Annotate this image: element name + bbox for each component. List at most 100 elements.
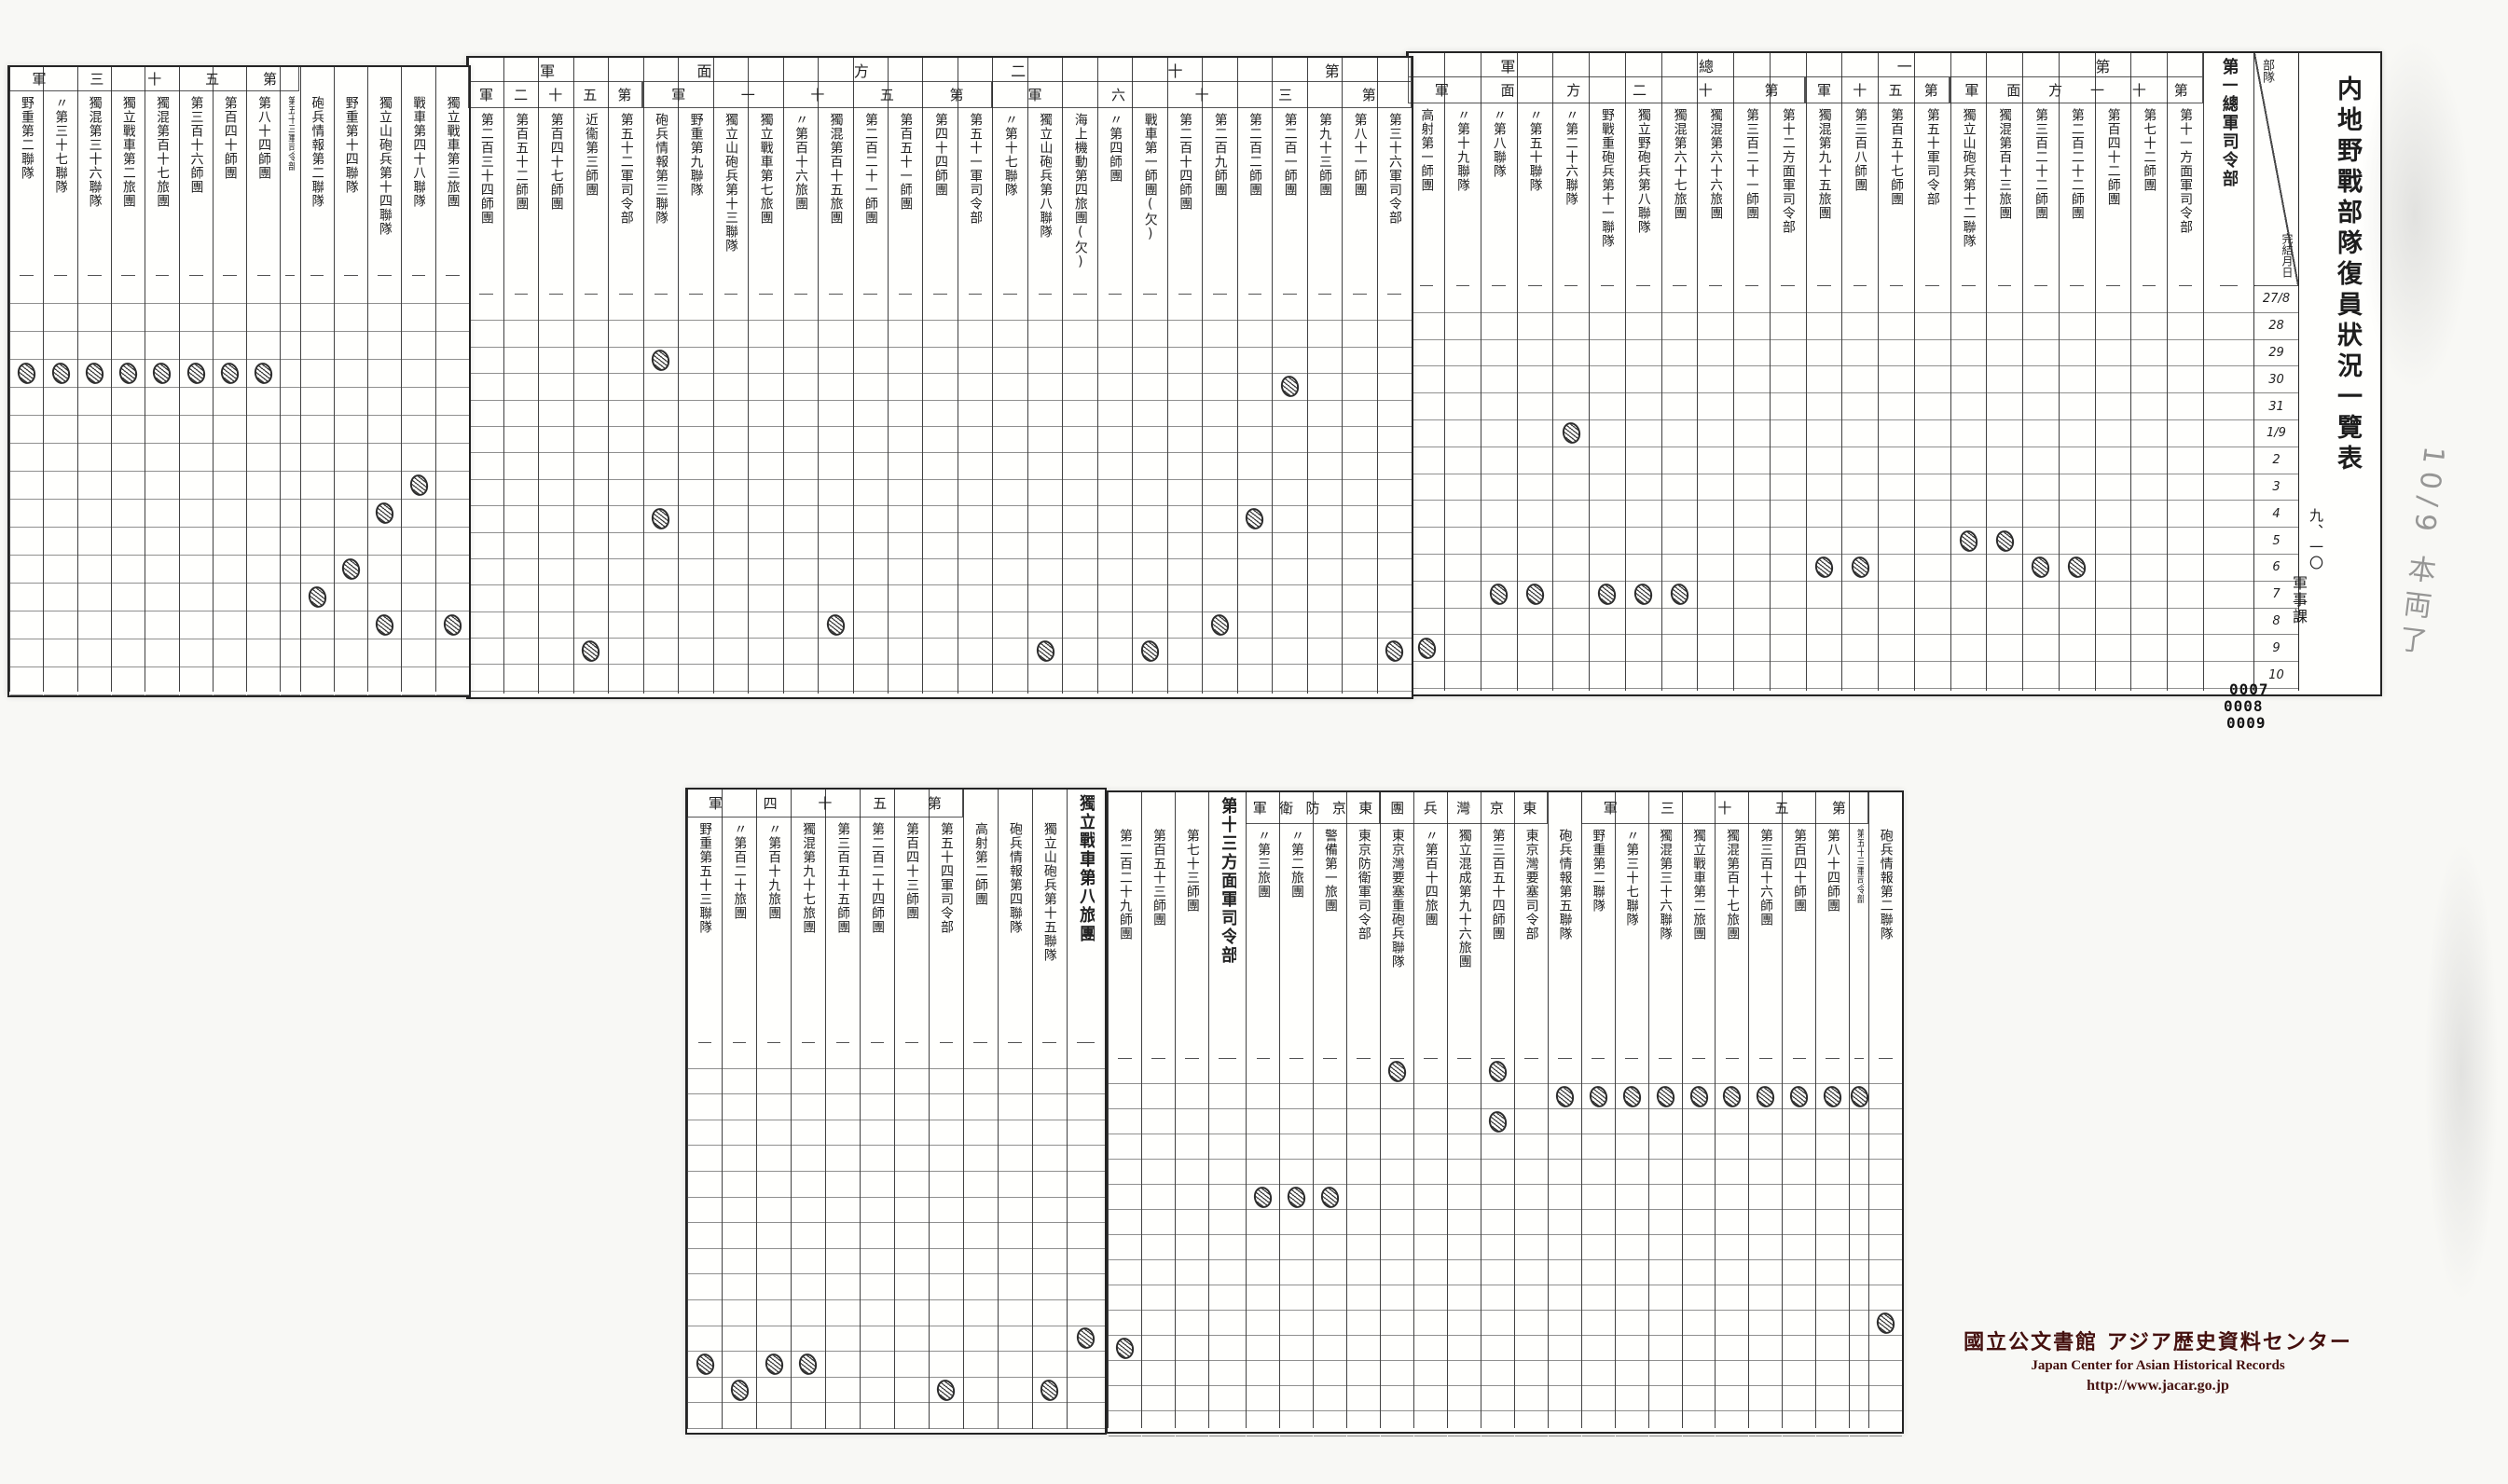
band-space (895, 790, 929, 818)
table-cell (1481, 1160, 1514, 1185)
table-cell (1314, 1084, 1347, 1109)
table-cell (1343, 321, 1377, 348)
table-cell (1987, 474, 2022, 502)
table-cell (2095, 286, 2131, 313)
unit-name: 第二百二十九師團 (1118, 824, 1133, 1059)
table-cell (1381, 1260, 1414, 1285)
table-cell (2095, 313, 2131, 340)
table-cell (993, 612, 1027, 639)
unit-name: 高射第一師團 (1419, 103, 1434, 286)
table-cell (1749, 1083, 1783, 1109)
table-cell (643, 348, 679, 375)
table-cell (1314, 1336, 1347, 1361)
table-cell (1625, 662, 1661, 689)
table-cell (1203, 506, 1237, 533)
table-cell (1409, 313, 1444, 340)
table-cell (853, 612, 888, 639)
table-cell (1133, 374, 1167, 401)
table-cell (44, 639, 77, 667)
band-space (1381, 792, 1413, 824)
completion-mark (1957, 528, 1980, 554)
table-cell (44, 611, 77, 639)
unit-column: 砲兵情報第五聯隊 (1547, 792, 1581, 1436)
table-cell (1063, 665, 1097, 692)
table-cell (1698, 555, 1733, 582)
table-cell (1273, 559, 1307, 586)
table-cell (1063, 612, 1097, 639)
table-cell (1203, 559, 1237, 586)
table-cell (860, 1043, 894, 1069)
table-cell (1648, 1386, 1682, 1411)
table-cell (1176, 1260, 1209, 1285)
table-cell (145, 304, 179, 332)
table-cell (1783, 1210, 1816, 1235)
table-cell (1445, 313, 1481, 340)
completion-mark (1620, 1083, 1644, 1109)
table-cell (1176, 1134, 1209, 1160)
band-space (723, 790, 756, 818)
table-cell (1381, 1361, 1414, 1386)
table-cell (860, 1249, 894, 1275)
completion-mark (1138, 639, 1162, 665)
table-cell (2131, 393, 2167, 420)
table-cell (2059, 662, 2095, 689)
table-cell (1716, 1311, 1749, 1336)
table-cell (1590, 582, 1625, 609)
table-cell (2059, 447, 2095, 474)
table-cell (1850, 1059, 1869, 1084)
unit-name: 獨混第六十七旅團 (1673, 103, 1687, 286)
table-cell (1097, 612, 1133, 639)
band-space (1308, 58, 1342, 108)
table-cell (1517, 528, 1553, 555)
table-cell (853, 401, 888, 427)
table-cell (1615, 1185, 1648, 1210)
table-cell (1176, 1059, 1209, 1084)
table-cell (1914, 474, 1950, 502)
table-cell (749, 612, 783, 639)
table-cell (1481, 1336, 1514, 1361)
table-cell (888, 665, 923, 692)
table-cell (179, 360, 213, 388)
table-cell (1615, 1210, 1648, 1235)
unit-name: 獨混第百十三旅團 (1997, 103, 2012, 286)
table-cell (963, 1352, 998, 1378)
unit-column: 第五十一軍司令部 (957, 58, 993, 694)
band-space (923, 58, 957, 108)
table-cell (819, 480, 853, 507)
table-cell (993, 295, 1027, 322)
table-cell (1770, 340, 1806, 367)
table-cell (1176, 1411, 1209, 1436)
table-cell (1209, 1361, 1247, 1386)
unit-name: 獨混第百十七旅團 (1725, 824, 1740, 1059)
page-number: 0007 (2229, 680, 2269, 698)
table-cell (1625, 555, 1661, 582)
band-space (1626, 53, 1661, 103)
table-cell (1914, 528, 1950, 555)
table-cell (1850, 1160, 1869, 1185)
table-cell (2095, 528, 2131, 555)
table-cell (2168, 635, 2203, 663)
table-cell (1097, 506, 1133, 533)
table-cell (1237, 559, 1273, 586)
unit-name: 第二百二師團 (1247, 108, 1262, 295)
table-cell (145, 611, 179, 639)
unit-column: 第九十三師團 (1306, 58, 1343, 694)
table-cell (853, 374, 888, 401)
table-cell (469, 533, 503, 559)
table-cell (1783, 1336, 1816, 1361)
table-cell (247, 416, 281, 444)
table-cell (1067, 1198, 1105, 1224)
table-cell (1237, 639, 1273, 666)
table-cell (1063, 295, 1097, 322)
table-cell (1273, 401, 1307, 427)
band-space (1698, 53, 1733, 103)
table-cell (1247, 1109, 1280, 1134)
completion-mark (1874, 1310, 1897, 1336)
table-cell (958, 612, 993, 639)
table-cell (77, 416, 111, 444)
table-cell (1749, 1210, 1783, 1235)
table-cell (111, 444, 145, 472)
band-space (1783, 792, 1815, 824)
table-cell (825, 1300, 860, 1326)
table-cell (963, 1249, 998, 1275)
